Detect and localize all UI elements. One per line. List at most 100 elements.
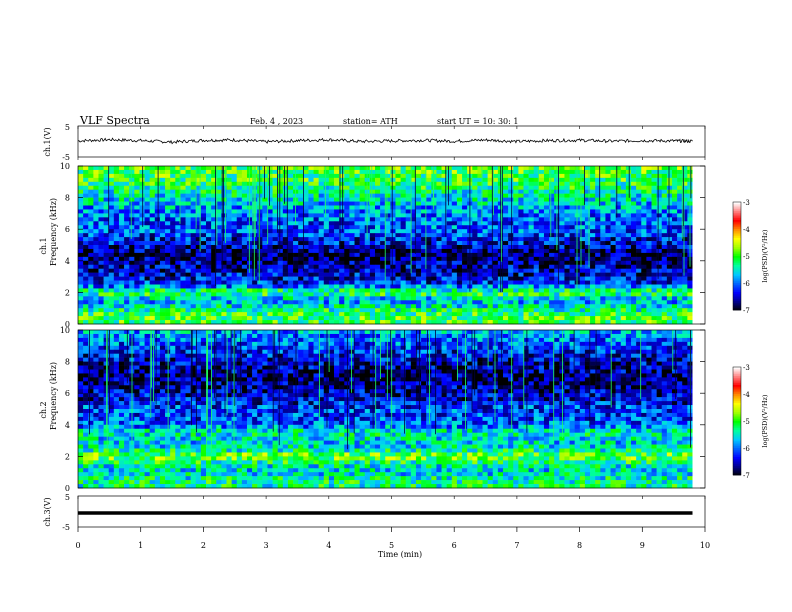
spectrogram-cell bbox=[369, 264, 376, 269]
spectrogram-cell bbox=[487, 300, 494, 305]
spectrogram-cell bbox=[451, 284, 458, 289]
spectrogram-cell bbox=[221, 221, 227, 226]
spectrogram-cell bbox=[206, 213, 212, 218]
spectrogram-cell bbox=[293, 300, 299, 305]
spectrogram-cell bbox=[421, 197, 427, 202]
spectrogram-cell bbox=[472, 225, 478, 230]
spectrogram-cell bbox=[380, 260, 386, 266]
spectrogram-cell bbox=[339, 256, 345, 262]
spectrogram-cell bbox=[88, 217, 94, 222]
spectrogram-cell bbox=[492, 308, 499, 313]
spectrogram-cell bbox=[78, 237, 84, 242]
spectrogram-cell bbox=[549, 312, 555, 317]
spectrogram-cell bbox=[456, 229, 463, 234]
spectrogram-cell bbox=[677, 272, 683, 277]
spectrogram-cell bbox=[180, 233, 186, 238]
spectrogram-cell bbox=[625, 245, 632, 250]
spectrogram-cell bbox=[246, 316, 253, 321]
spectrogram-cell bbox=[354, 169, 360, 175]
spectrogram-cell bbox=[462, 181, 468, 187]
spectrogram-cell bbox=[436, 233, 442, 238]
spectrogram-cell bbox=[221, 229, 227, 234]
spectrogram-cell bbox=[98, 268, 104, 273]
spectrogram-cell bbox=[390, 225, 396, 230]
spectrogram-cell bbox=[216, 193, 222, 198]
spectrogram-cell bbox=[641, 185, 647, 190]
spectrogram-cell bbox=[436, 166, 442, 171]
spectrogram-cell bbox=[523, 268, 529, 273]
spectrogram-cell bbox=[395, 221, 401, 226]
spectrogram-cell bbox=[528, 213, 535, 218]
spectrogram-cell bbox=[631, 233, 637, 238]
spectrogram-cell bbox=[328, 288, 335, 293]
spectrogram-cell bbox=[175, 237, 181, 242]
spectrogram-cell bbox=[574, 316, 581, 321]
spectrogram-cell bbox=[154, 300, 161, 305]
spectrogram-cell bbox=[98, 248, 104, 254]
spectrogram-cell bbox=[211, 189, 217, 194]
spectrogram-cell bbox=[446, 288, 453, 293]
spectrogram-cell bbox=[103, 320, 110, 325]
spectrogram-cell bbox=[651, 181, 657, 187]
spectrogram-cell bbox=[610, 280, 616, 285]
spectrogram-cell bbox=[513, 308, 519, 313]
spectrogram-cell bbox=[385, 300, 391, 305]
spectrogram-cell bbox=[144, 280, 150, 285]
spectrogram-cell bbox=[318, 217, 325, 222]
spectrogram-cell bbox=[328, 169, 335, 175]
spectrogram-cell bbox=[503, 260, 509, 266]
spectrogram-cell bbox=[170, 221, 176, 226]
spectrogram-cell bbox=[129, 288, 135, 293]
spectrogram-cell bbox=[543, 252, 550, 258]
spectrogram-cell bbox=[421, 185, 427, 190]
spectrogram-cell bbox=[272, 189, 278, 194]
spectrogram-cell bbox=[175, 201, 181, 206]
spectrogram-cell bbox=[497, 308, 504, 313]
spectrogram-cell bbox=[656, 169, 663, 175]
spectrogram-cell bbox=[610, 264, 616, 269]
spectrogram-cell bbox=[615, 280, 622, 285]
spectrogram-cell bbox=[615, 264, 622, 269]
spectrogram-cell bbox=[241, 268, 248, 273]
spectrogram-cell bbox=[487, 308, 494, 313]
spectrogram-cell bbox=[564, 217, 570, 222]
spectrogram-cell bbox=[159, 284, 166, 289]
spectrogram-cell bbox=[492, 304, 499, 309]
spectrogram-cell bbox=[400, 312, 407, 317]
spectrogram-cell bbox=[569, 288, 575, 293]
spectrogram-cell bbox=[262, 330, 268, 335]
spectrogram-cell bbox=[211, 217, 217, 222]
spectrogram-cell bbox=[467, 300, 473, 305]
spectrogram-cell bbox=[221, 320, 227, 325]
spectrogram-cell bbox=[441, 304, 447, 309]
spectrogram-cell bbox=[543, 276, 550, 281]
spectrogram-cell bbox=[364, 280, 371, 285]
spectrogram-cell bbox=[600, 201, 606, 206]
spectrogram-cell bbox=[323, 320, 330, 325]
spectrogram-cell bbox=[246, 276, 253, 281]
spectrogram-cell bbox=[574, 241, 581, 246]
spectrogram-cell bbox=[200, 213, 207, 218]
spectrogram-cell bbox=[149, 166, 156, 171]
spectrogram-cell bbox=[487, 288, 494, 293]
spectrogram-cell bbox=[615, 252, 622, 258]
spectrogram-cell bbox=[385, 237, 391, 242]
spectrogram-cell bbox=[354, 181, 360, 187]
spectrogram-cell bbox=[508, 272, 514, 277]
spectrogram-cell bbox=[405, 320, 412, 325]
spectrogram-cell bbox=[549, 284, 555, 289]
spectrogram-cell bbox=[462, 272, 468, 277]
spectrogram-cell bbox=[487, 169, 494, 175]
spectrogram-cell bbox=[103, 276, 110, 281]
spectrogram-cell bbox=[503, 241, 509, 246]
spectrogram-cell bbox=[569, 169, 575, 175]
spectrogram-cell bbox=[538, 245, 545, 250]
spectrogram-cell bbox=[405, 189, 412, 194]
spectrogram-cell bbox=[574, 280, 581, 285]
spectrogram-cell bbox=[569, 312, 575, 317]
spectrogram-cell bbox=[508, 201, 514, 206]
spectrogram-cell bbox=[446, 233, 453, 238]
spectrogram-cell bbox=[590, 288, 596, 293]
spectrogram-cell bbox=[682, 256, 688, 262]
spectrogram-cell bbox=[590, 312, 596, 317]
